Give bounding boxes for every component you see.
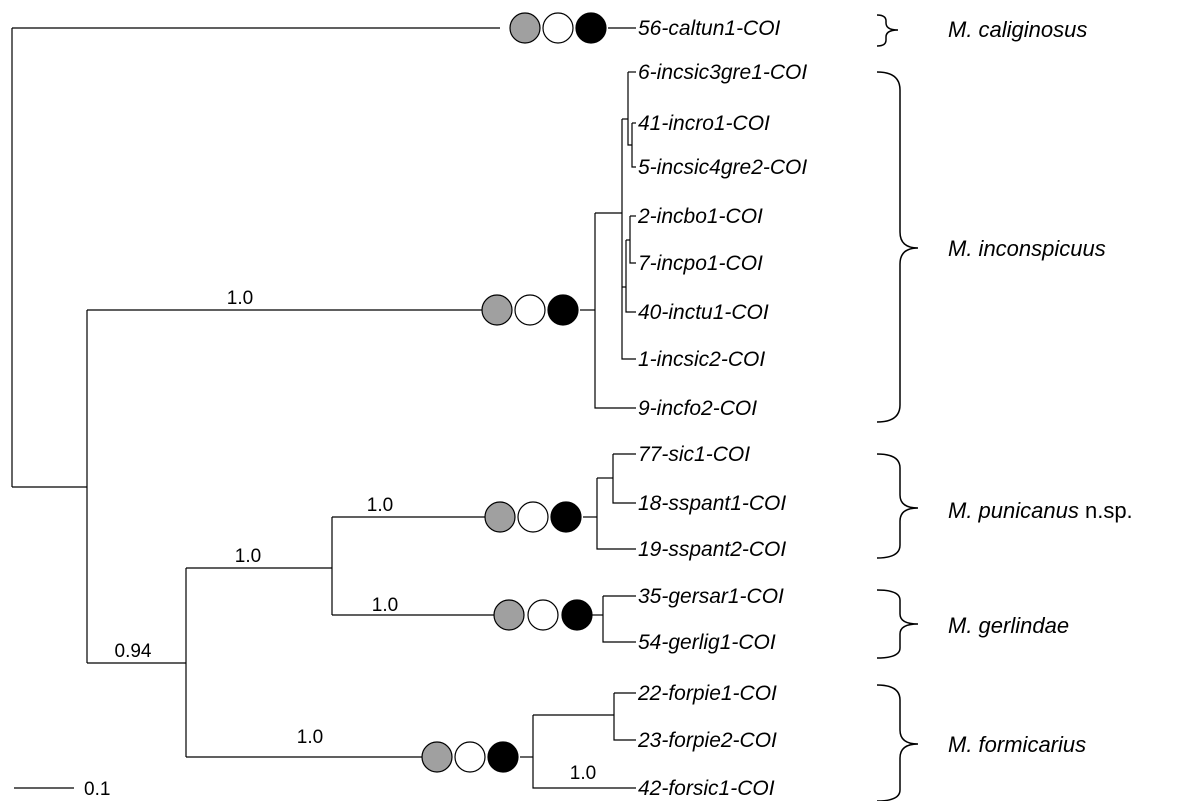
leaf-label: 23-forpie2-COI <box>637 729 777 752</box>
tree-branches <box>11 27 636 789</box>
formicarius-vertical <box>532 715 636 789</box>
marker-white-circle <box>542 12 574 44</box>
marker-group-punicanus <box>484 501 582 533</box>
support-punicanus-gerlindae: 1.0 <box>235 546 261 567</box>
species-label: M. gerlindae <box>948 613 1069 638</box>
leaf-label: 56-caltun1-COI <box>638 17 781 40</box>
species-brackets <box>876 14 919 801</box>
leaf-label: 22-forpie1-COI <box>637 682 777 705</box>
punicanus-sub-vertical <box>612 454 636 504</box>
leaf-label: 41-incro1-COI <box>638 112 770 135</box>
marker-group-gerlindae <box>493 599 593 631</box>
marker-white-circle <box>454 741 486 773</box>
inconspicuus-lower-vertical <box>625 240 636 313</box>
support-forsic: 1.0 <box>570 763 596 784</box>
inconspicuus-lower-sub-vertical <box>629 216 636 264</box>
species-label: M. inconspicuus <box>948 236 1106 261</box>
marker-black-circle <box>575 12 607 44</box>
marker-gray-circle <box>509 12 541 44</box>
punicanus-vertical <box>596 478 636 550</box>
bracket-inconspicuus <box>876 71 919 423</box>
bracket-punicanus <box>876 453 919 559</box>
gerlindae-vertical <box>602 596 636 643</box>
marker-gray-circle <box>421 741 453 773</box>
clade-markers <box>421 12 607 773</box>
support-punicanus: 1.0 <box>367 495 393 516</box>
leaf-labels: 56-caltun1-COI 6-incsic3gre1-COI 41-incr… <box>637 17 807 800</box>
support-values: 1.0 1.0 1.0 1.0 0.94 1.0 1.0 <box>115 288 597 784</box>
bracket-caliginosus <box>876 14 899 47</box>
leaf-label: 7-incpo1-COI <box>638 252 763 275</box>
leaf-label: 35-gersar1-COI <box>638 585 784 608</box>
species-labels: M. caliginosus M. inconspicuus M. punica… <box>948 17 1133 757</box>
species-label: M. formicarius <box>948 732 1086 757</box>
marker-group-inconspicuus <box>481 294 579 326</box>
marker-group-caliginosus <box>509 12 607 44</box>
marker-gray-circle <box>481 294 513 326</box>
marker-black-circle <box>487 741 519 773</box>
leaf-label: 40-inctu1-COI <box>638 301 769 324</box>
leaf-label: 9-incfo2-COI <box>638 397 757 420</box>
marker-white-circle <box>517 501 549 533</box>
scale-bar-label: 0.1 <box>84 779 110 800</box>
species-label: M. punicanus n.sp. <box>948 498 1133 523</box>
marker-white-circle <box>514 294 546 326</box>
bracket-formicarius <box>876 684 919 801</box>
marker-gray-circle <box>484 501 516 533</box>
inconspicuus-sub-vertical <box>621 119 636 360</box>
marker-gray-circle <box>493 599 525 631</box>
marker-group-formicarius <box>421 741 519 773</box>
leaf-label: 1-incsic2-COI <box>638 348 765 371</box>
support-lower-clade: 0.94 <box>115 641 152 662</box>
marker-white-circle <box>527 599 559 631</box>
inconspicuus-upper-vertical <box>627 72 632 146</box>
bracket-gerlindae <box>876 589 919 659</box>
support-formicarius: 1.0 <box>297 727 323 748</box>
inconspicuus-upper-sub-vertical <box>631 123 636 168</box>
leaf-label: 54-gerlig1-COI <box>638 631 776 654</box>
leaf-label: 77-sic1-COI <box>638 443 750 466</box>
leaf-label: 5-incsic4gre2-COI <box>638 156 807 179</box>
leaf-label: 2-incbo1-COI <box>637 205 763 228</box>
marker-black-circle <box>547 294 579 326</box>
support-gerlindae: 1.0 <box>372 595 398 616</box>
marker-black-circle <box>550 501 582 533</box>
leaf-label: 19-sspant2-COI <box>638 538 786 561</box>
formicarius-sub-vertical <box>613 693 636 741</box>
leaf-label: 6-incsic3gre1-COI <box>638 61 807 84</box>
marker-black-circle <box>561 599 593 631</box>
leaf-label: 18-sspant1-COI <box>638 492 786 515</box>
support-inconspicuus: 1.0 <box>227 288 253 309</box>
leaf-label: 42-forsic1-COI <box>638 777 775 800</box>
species-label: M. caliginosus <box>948 17 1087 42</box>
inconspicuus-vertical <box>594 213 636 409</box>
